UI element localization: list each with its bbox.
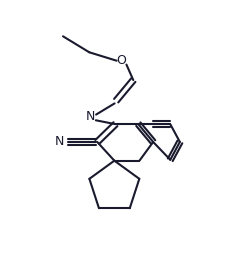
- Text: N: N: [85, 110, 95, 123]
- Text: N: N: [55, 135, 64, 148]
- Text: O: O: [116, 54, 126, 67]
